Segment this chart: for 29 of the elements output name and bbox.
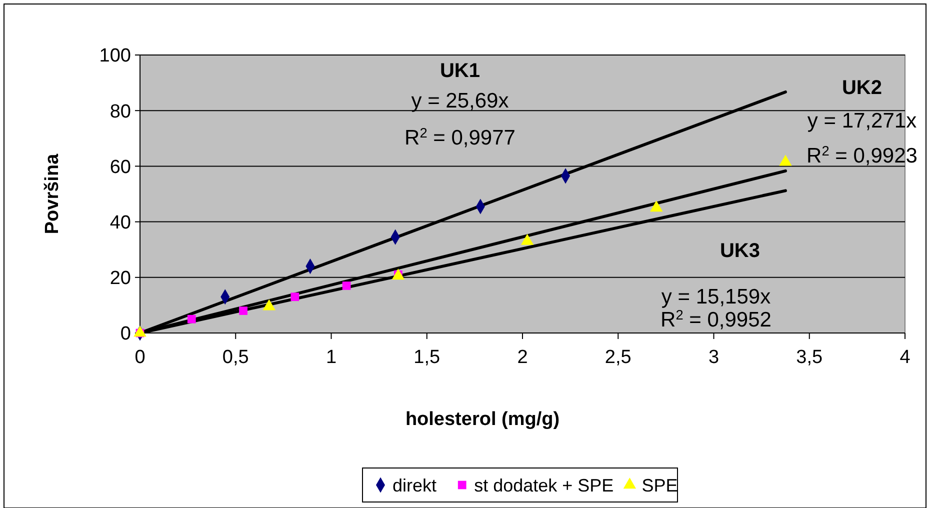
x-axis-title: holesterol (mg/g)	[405, 409, 560, 430]
legend-label: direkt	[392, 475, 437, 496]
y-tick-label: 80	[110, 101, 131, 122]
x-tick-label: 1,5	[414, 347, 440, 368]
annotation: R$^{2}$ = 0,9952	[660, 306, 772, 332]
x-tick-label: 0	[134, 347, 146, 368]
x-tick-label: 2	[517, 347, 528, 368]
annotation: y = 15,159x	[661, 285, 772, 308]
y-axis-title: Površina	[42, 153, 63, 234]
x-tick-label: 2,5	[604, 347, 632, 368]
annotation: R$^{2}$ = 0,9923	[806, 142, 918, 168]
y-tick-label: 20	[110, 268, 131, 290]
annotation: UK1	[440, 60, 480, 82]
x-tick-label: 0,5	[222, 347, 249, 368]
y-tick-label: 100	[99, 46, 131, 67]
x-tick-label: 4	[900, 347, 911, 368]
annotation: y = 25,69x	[411, 89, 510, 112]
x-tick-label: 3	[708, 347, 720, 368]
annotation: y = 17,271x	[807, 109, 918, 132]
x-tick-label: 3,5	[796, 347, 823, 368]
y-tick-label: 0	[120, 324, 131, 345]
y-tick-label: 40	[110, 212, 131, 234]
annotation: UK2	[842, 77, 882, 99]
legend-label: st dodatek + SPE	[474, 475, 614, 496]
y-tick-label: 60	[110, 156, 131, 178]
annotation: R$^{2}$ = 0,9977	[404, 124, 516, 150]
legend-label: SPE	[642, 475, 678, 496]
annotation: UK3	[720, 240, 760, 262]
x-tick-label: 1	[326, 347, 337, 368]
